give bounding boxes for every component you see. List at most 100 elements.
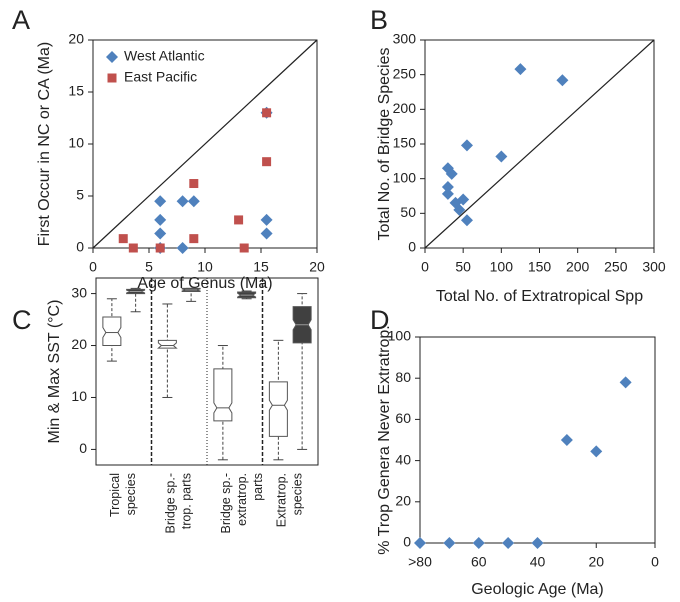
x-tick-label: 5 (145, 259, 153, 275)
point (457, 193, 470, 206)
point (441, 180, 454, 193)
point (460, 214, 473, 227)
x-axis-label: Geologic Age (Ma) (471, 581, 604, 598)
point (260, 227, 273, 240)
category-label: extratrop. (235, 473, 249, 526)
y-tick-label: 20 (395, 493, 411, 509)
y-tick-label: 15 (68, 83, 84, 99)
y-tick-label: 150 (393, 135, 417, 151)
point (260, 213, 273, 226)
point (155, 243, 165, 253)
y-tick-label: 40 (395, 451, 411, 467)
y-tick-label: 10 (71, 388, 87, 404)
x-tick-label: 200 (566, 259, 590, 275)
x-tick-label: 0 (89, 259, 97, 275)
panel-letter: C (12, 305, 32, 335)
y-axis-label: Total No. of Bridge Species (376, 48, 393, 241)
x-tick-label: >80 (408, 554, 432, 570)
category-label: species (291, 473, 305, 515)
y-tick-label: 100 (393, 169, 417, 185)
point (234, 215, 244, 225)
legend: West Atlantic East Pacific (98, 46, 228, 90)
legend-box (98, 46, 228, 90)
y-tick-label: 0 (76, 239, 84, 255)
point (187, 195, 200, 208)
point (154, 195, 167, 208)
x-tick-label: 40 (530, 554, 546, 570)
plot-frame (419, 336, 656, 544)
y-tick-label: 0 (408, 239, 416, 255)
x-tick-label: 20 (588, 554, 604, 570)
point (556, 74, 569, 87)
category-label: Bridge sp.- (219, 473, 233, 533)
x-tick-label: 0 (421, 259, 429, 275)
legend-marker (106, 51, 118, 63)
point (453, 203, 466, 216)
y-axis-label: % Trop Genera Never Extratrop. (376, 325, 393, 554)
point (154, 227, 167, 240)
x-axis-label: Total No. of Extratropical Spp (436, 288, 643, 305)
y-tick-label: 20 (71, 336, 87, 352)
point (262, 157, 272, 167)
y-tick-label: 80 (395, 369, 411, 385)
point (472, 537, 485, 549)
identity-line (424, 39, 655, 249)
point (189, 179, 199, 189)
category-label: species (124, 473, 138, 515)
category-label: parts (251, 473, 265, 501)
x-axis-label: Age of Genus (Ma) (137, 275, 272, 292)
x-tick-label: 250 (604, 259, 628, 275)
panel-letter: D (370, 305, 390, 335)
box (157, 339, 178, 349)
x-tick-label: 50 (455, 259, 471, 275)
point (154, 213, 167, 226)
category-label: trop. parts (180, 473, 194, 529)
point (495, 150, 508, 163)
category-label: Tropical (108, 473, 122, 517)
y-tick-label: 30 (71, 284, 87, 300)
point (443, 537, 456, 549)
x-tick-label: 15 (253, 259, 269, 275)
point (445, 167, 458, 180)
y-tick-label: 100 (388, 328, 412, 344)
point (118, 234, 128, 244)
x-tick-label: 100 (490, 259, 514, 275)
point (189, 234, 199, 244)
x-tick-label: 150 (528, 259, 552, 275)
y-tick-label: 60 (395, 410, 411, 426)
y-tick-label: 20 (68, 31, 84, 47)
legend-marker (107, 73, 117, 83)
y-tick-label: 200 (393, 100, 417, 116)
point (128, 243, 138, 253)
point (460, 139, 473, 152)
y-tick-label: 250 (393, 65, 417, 81)
y-tick-label: 300 (393, 31, 417, 47)
box (213, 368, 233, 422)
legend-label: West Atlantic (124, 48, 205, 64)
point (262, 108, 272, 118)
legend-label: East Pacific (124, 69, 197, 85)
y-axis-label: First Occur in NC or CA (Ma) (36, 42, 53, 246)
panel-letter: A (12, 5, 30, 35)
point (176, 195, 189, 208)
x-tick-label: 20 (309, 259, 325, 275)
point (441, 187, 454, 200)
y-tick-label: 10 (68, 135, 84, 151)
x-tick-label: 10 (197, 259, 213, 275)
category-label: Extratrop. (275, 473, 289, 527)
point (531, 537, 544, 549)
x-tick-label: 0 (651, 554, 659, 570)
y-tick-label: 0 (79, 440, 87, 456)
box (102, 316, 122, 347)
y-tick-label: 5 (76, 187, 84, 203)
identity-line (92, 39, 318, 249)
category-label: Bridge sp.- (164, 473, 178, 533)
x-tick-label: 300 (642, 259, 666, 275)
y-tick-label: 0 (403, 534, 411, 550)
point (619, 376, 632, 389)
point (560, 434, 573, 446)
panel-letter: B (370, 5, 388, 35)
point (176, 242, 189, 254)
